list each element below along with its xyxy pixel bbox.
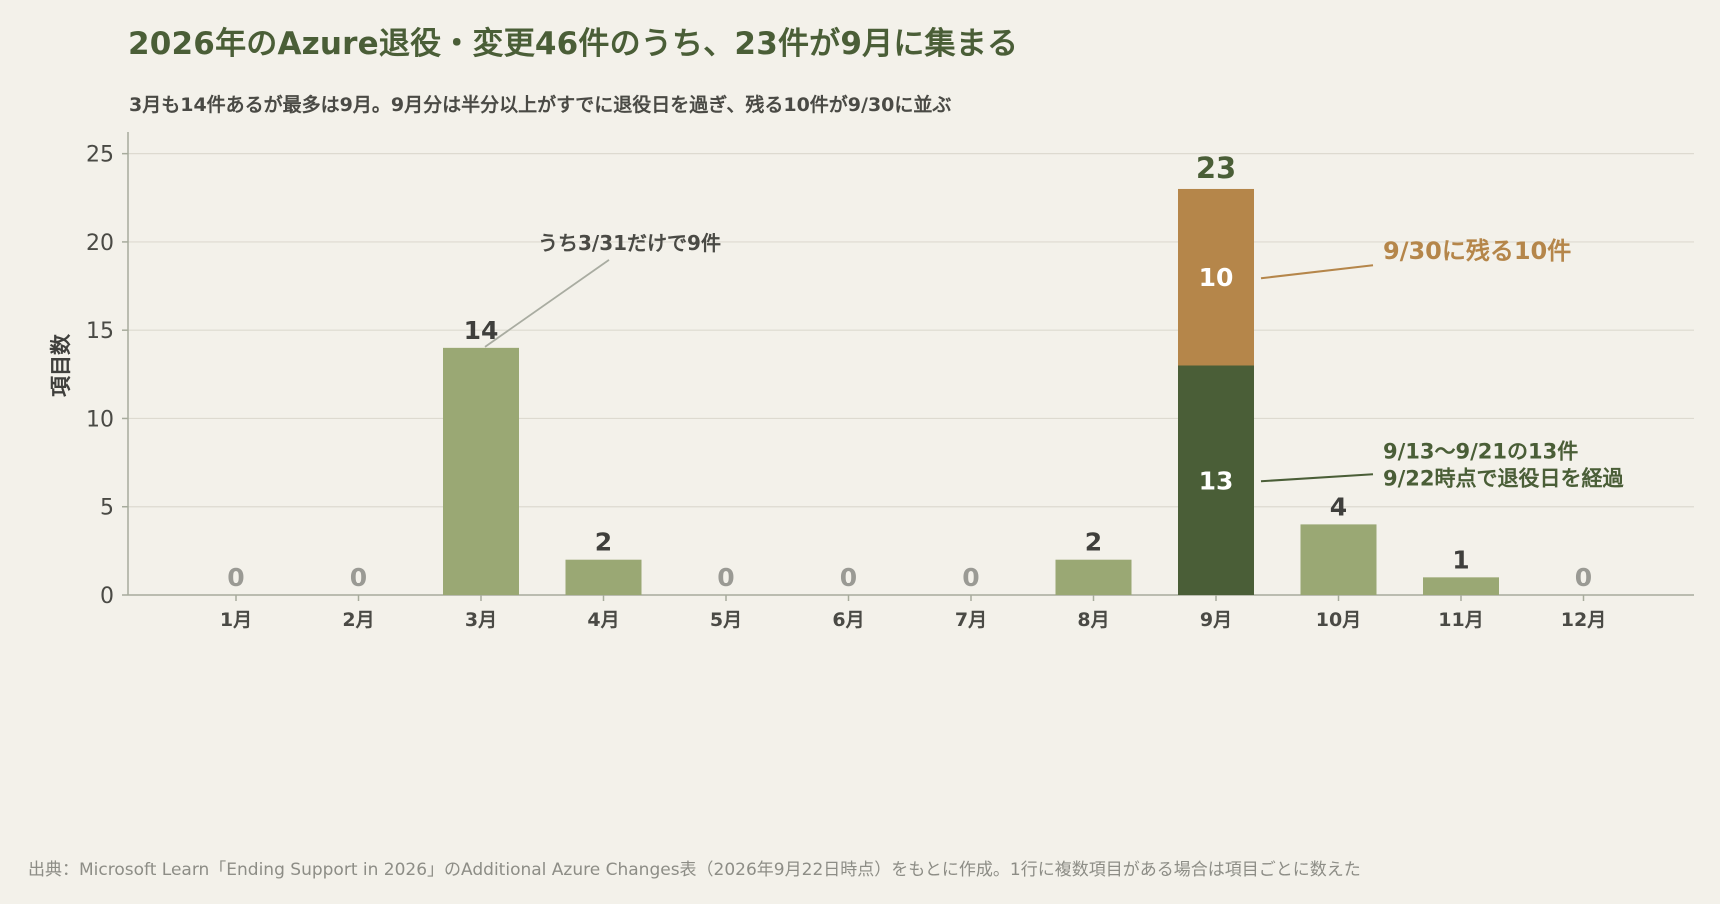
bar	[1055, 559, 1132, 595]
x-tick-label: 7月	[955, 609, 987, 631]
bar-segment	[1178, 188, 1254, 366]
source-note: 出典：Microsoft Learn「Ending Support in 202…	[28, 860, 1361, 880]
x-tick-label: 2月	[342, 609, 374, 631]
y-axis-label: 項目数	[49, 333, 73, 397]
x-tick-label: 6月	[832, 609, 864, 631]
bar-value-label: 2	[1085, 528, 1102, 557]
y-tick-label: 0	[100, 584, 114, 609]
bar	[1300, 524, 1377, 595]
segment-annotation: 9/22時点で退役日を経過	[1383, 466, 1625, 490]
x-tick-label: 1月	[220, 609, 252, 631]
x-tick-label: 11月	[1438, 609, 1483, 631]
x-tick-label: 5月	[710, 609, 742, 631]
y-tick-label: 25	[86, 143, 114, 168]
x-tick-label: 10月	[1316, 609, 1361, 631]
x-tick-label: 3月	[465, 609, 497, 631]
bar-total-label: 23	[1196, 151, 1236, 185]
y-tick-label: 10	[86, 407, 114, 432]
annotation-leader	[484, 259, 610, 348]
bar-value-label: 0	[350, 563, 367, 592]
annotation-leader	[1260, 264, 1374, 280]
segment-annotation: 9/30に残る10件	[1383, 237, 1571, 265]
bar-value-label: 2	[595, 528, 612, 557]
bar-segment	[1178, 365, 1254, 595]
bar	[1423, 577, 1499, 595]
x-tick-label: 12月	[1561, 609, 1606, 631]
y-tick-label: 15	[86, 319, 114, 344]
bar-value-label: 0	[1575, 563, 1592, 592]
bar-chart: 0510152025項目数1月02月03月144月25月06月07月08月29月…	[49, 132, 1694, 631]
bar-value-label: 0	[717, 563, 734, 592]
chart-subtitle: 3月も14件あるが最多は9月。9月分は半分以上がすでに退役日を過ぎ、残る10件が…	[129, 94, 952, 116]
x-tick-label: 9月	[1200, 609, 1232, 631]
annotation-leader	[1260, 473, 1374, 483]
bar-value-label: 1	[1452, 545, 1469, 574]
chart-title: 2026年のAzure退役・変更46件のうち、23件が9月に集まる	[128, 26, 1019, 62]
bar-value-label: 0	[227, 563, 244, 592]
bar-value-label: 4	[1330, 492, 1347, 521]
x-tick-label: 8月	[1077, 609, 1109, 631]
y-tick-label: 20	[86, 231, 114, 256]
bar-value-label: 0	[962, 563, 979, 592]
bar-annotation: うち3/31だけで9件	[538, 231, 721, 255]
segment-annotation: 9/13〜9/21の13件	[1383, 439, 1578, 463]
bar-value-label: 14	[464, 316, 499, 345]
bar	[443, 347, 519, 595]
bar-value-label: 0	[840, 563, 857, 592]
bar	[565, 559, 642, 595]
y-tick-label: 5	[100, 496, 114, 521]
segment-value-label: 13	[1199, 466, 1234, 495]
segment-value-label: 10	[1199, 263, 1234, 292]
x-tick-label: 4月	[587, 609, 619, 631]
